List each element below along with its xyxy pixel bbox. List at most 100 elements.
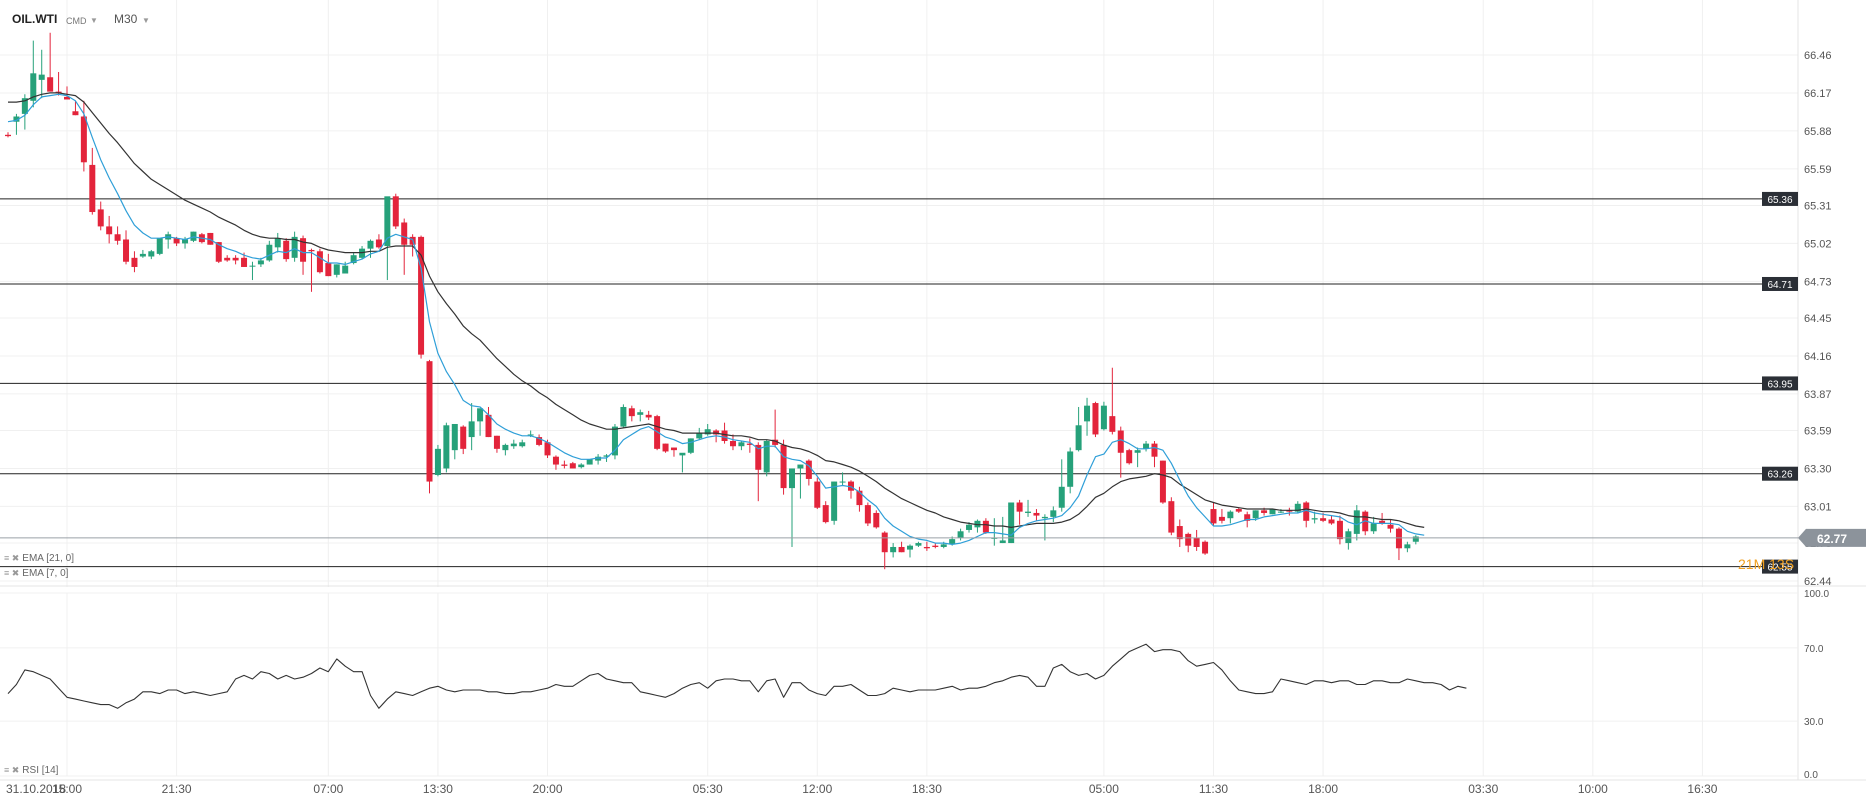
candle	[932, 543, 939, 549]
candle-body	[1252, 510, 1259, 519]
candle	[797, 464, 804, 499]
candle	[477, 408, 484, 436]
candle	[367, 239, 374, 258]
candle-body	[1379, 520, 1386, 524]
candle-body	[1151, 443, 1158, 457]
candle-body	[97, 209, 104, 227]
candle-body	[1050, 510, 1057, 517]
candle-body	[1092, 403, 1099, 435]
candle	[55, 72, 62, 96]
ema7-indicator-label[interactable]: ≡ ✖ EMA [7, 0]	[4, 568, 68, 579]
candle-body	[1227, 511, 1234, 519]
candle-body	[662, 443, 669, 452]
candle-body	[721, 430, 728, 441]
price-axis[interactable]: 62.4462.7363.0163.3063.5963.8764.1664.45…	[1804, 50, 1832, 588]
candle-body	[232, 257, 239, 261]
candle	[1143, 440, 1150, 452]
horizontal-levels[interactable]	[0, 198, 1798, 568]
candle	[1100, 401, 1107, 431]
candle-body	[1235, 509, 1242, 512]
candle-body	[645, 414, 652, 418]
symbol-label[interactable]: OIL.WTI	[12, 12, 58, 26]
candle-body	[603, 455, 610, 457]
candle	[780, 439, 787, 495]
candle-body	[1126, 450, 1133, 464]
candle	[392, 193, 399, 230]
candle-body	[1412, 536, 1419, 542]
price-grid	[0, 0, 1866, 780]
candle-body	[1362, 511, 1369, 532]
candle-body	[780, 444, 787, 489]
candle	[1151, 440, 1158, 468]
candlestick-series	[5, 32, 1419, 570]
candle	[89, 147, 96, 215]
candle	[991, 518, 998, 546]
candle	[114, 226, 121, 245]
candle-body	[493, 435, 500, 449]
chevron-down-icon[interactable]: ▼	[142, 16, 150, 25]
ema7-line	[7, 93, 1425, 546]
candle	[283, 238, 290, 262]
candle	[156, 238, 163, 256]
candle	[1277, 509, 1284, 513]
menu-close-icon[interactable]: ≡ ✖	[4, 765, 20, 775]
candle-body	[1277, 511, 1284, 513]
candle-body	[1269, 509, 1276, 515]
candle	[266, 240, 273, 262]
candle-body	[696, 433, 703, 439]
candle-body	[966, 524, 973, 530]
candle-body	[1353, 510, 1360, 534]
candle-body	[856, 490, 863, 506]
candle-body	[1202, 541, 1209, 554]
instrument-type-label[interactable]: CMD	[66, 16, 87, 26]
candle-body	[982, 520, 989, 533]
candle	[215, 242, 222, 264]
candle	[308, 248, 315, 292]
candle-body	[519, 442, 526, 447]
candle-body	[898, 546, 905, 553]
candle	[1016, 499, 1023, 525]
candle	[1193, 529, 1200, 551]
candle	[1303, 501, 1310, 528]
chevron-down-icon[interactable]: ▼	[90, 16, 98, 25]
candle-body	[957, 531, 964, 538]
candle-body	[325, 263, 332, 277]
candle	[64, 86, 71, 100]
candle-body	[1176, 526, 1183, 540]
candle	[1176, 519, 1183, 547]
candle	[1379, 512, 1386, 525]
price-tick-label: 63.87	[1804, 389, 1832, 401]
candle	[1412, 535, 1419, 545]
timeframe-selector[interactable]: M30	[114, 12, 138, 26]
candle	[814, 477, 821, 510]
candle	[1109, 367, 1116, 435]
candle-body	[64, 96, 71, 100]
candle-body	[932, 545, 939, 547]
price-tick-label: 62.44	[1804, 576, 1832, 588]
rsi-indicator-label[interactable]: ≡ ✖ RSI [14]	[4, 765, 58, 776]
ema21-line	[8, 92, 1425, 529]
time-tick-label: 05:00	[1089, 782, 1119, 796]
menu-close-icon[interactable]: ≡ ✖	[4, 568, 20, 578]
candle-body	[47, 77, 54, 92]
candle-body	[392, 196, 399, 227]
ema21-indicator-label[interactable]: ≡ ✖ EMA [21, 0]	[4, 553, 74, 564]
candle-body	[1286, 510, 1293, 512]
candle-body	[13, 116, 20, 122]
candle	[97, 201, 104, 231]
candle-body	[114, 234, 121, 241]
price-tick-label: 65.88	[1804, 126, 1832, 138]
candle-body	[679, 452, 686, 456]
rsi-grid	[0, 592, 1866, 781]
time-tick-label: 21:30	[162, 782, 192, 796]
candle-body	[1261, 510, 1268, 513]
candle-body	[1067, 451, 1074, 487]
candle-body	[131, 257, 138, 267]
candle-body	[333, 264, 340, 275]
candle-body	[1025, 511, 1032, 513]
candle-body	[80, 116, 87, 163]
menu-close-icon[interactable]: ≡ ✖	[4, 553, 20, 563]
candle	[1345, 528, 1352, 550]
